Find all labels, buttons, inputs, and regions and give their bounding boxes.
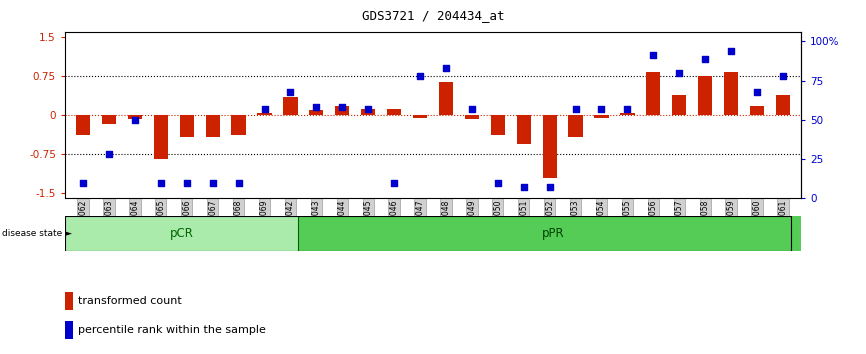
Point: [387, 180, 401, 185]
Bar: [465, 115, 479, 119]
Point: [309, 104, 323, 110]
Text: GDS3721 / 204434_at: GDS3721 / 204434_at: [362, 9, 504, 22]
Point: [128, 117, 142, 122]
Point: [543, 184, 557, 190]
Bar: [257, 113, 272, 115]
Bar: [672, 95, 687, 115]
Bar: [724, 73, 738, 115]
Point: [283, 88, 297, 94]
Point: [413, 73, 427, 79]
Bar: [179, 115, 194, 137]
Point: [698, 56, 712, 61]
Bar: [698, 75, 712, 115]
Bar: [65, 292, 74, 310]
Point: [335, 104, 349, 110]
Bar: [568, 115, 583, 137]
Point: [465, 106, 479, 112]
Point: [491, 180, 505, 185]
Bar: [413, 115, 427, 118]
FancyBboxPatch shape: [65, 216, 298, 251]
Point: [154, 180, 168, 185]
Bar: [283, 97, 298, 115]
Bar: [335, 106, 349, 115]
Point: [257, 106, 271, 112]
Text: disease state ►: disease state ►: [2, 229, 72, 238]
Point: [206, 180, 220, 185]
Bar: [154, 115, 168, 159]
Point: [439, 65, 453, 71]
Point: [102, 152, 116, 157]
Point: [646, 53, 660, 58]
Point: [750, 88, 764, 94]
Point: [180, 180, 194, 185]
Point: [776, 73, 790, 79]
Bar: [646, 73, 661, 115]
Bar: [205, 115, 220, 137]
Bar: [620, 113, 635, 115]
Point: [620, 106, 634, 112]
Bar: [128, 115, 142, 119]
Bar: [102, 115, 116, 124]
Bar: [361, 109, 375, 115]
Point: [724, 48, 738, 53]
Text: pCR: pCR: [170, 227, 193, 240]
Text: transformed count: transformed count: [78, 296, 182, 306]
Bar: [65, 321, 74, 339]
Point: [595, 106, 609, 112]
Bar: [491, 115, 505, 135]
Text: pPR: pPR: [542, 227, 565, 240]
Bar: [439, 82, 453, 115]
Bar: [387, 109, 401, 115]
Bar: [594, 115, 609, 118]
Point: [517, 184, 531, 190]
Bar: [76, 115, 90, 135]
Bar: [542, 115, 557, 178]
Point: [672, 70, 686, 75]
FancyBboxPatch shape: [298, 216, 809, 251]
Bar: [309, 110, 324, 115]
Point: [569, 106, 583, 112]
Point: [361, 106, 375, 112]
Point: [232, 180, 246, 185]
Bar: [517, 115, 531, 144]
Point: [76, 180, 90, 185]
Bar: [750, 106, 764, 115]
Bar: [776, 95, 790, 115]
Text: percentile rank within the sample: percentile rank within the sample: [78, 325, 266, 335]
Bar: [231, 115, 246, 135]
